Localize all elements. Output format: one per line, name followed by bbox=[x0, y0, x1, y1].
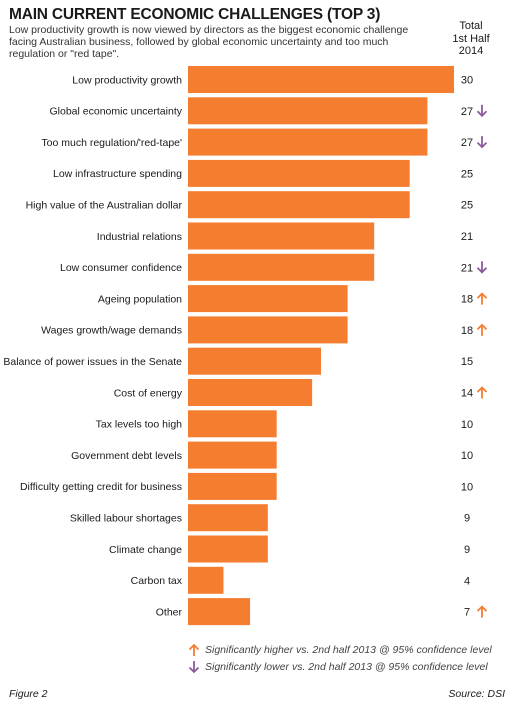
category-label: Cost of energy bbox=[114, 387, 183, 399]
bar bbox=[188, 159, 410, 187]
category-label: Ageing population bbox=[98, 293, 182, 305]
bar bbox=[188, 316, 348, 344]
category-label: Industrial relations bbox=[97, 231, 182, 243]
category-label: Government debt levels bbox=[71, 450, 182, 462]
bar bbox=[188, 535, 268, 563]
up-arrow-icon bbox=[476, 605, 488, 618]
legend: Significantly higher vs. 2nd half 2013 @… bbox=[188, 641, 508, 675]
bar bbox=[188, 222, 375, 250]
category-label: High value of the Australian dollar bbox=[26, 200, 183, 212]
bar bbox=[188, 598, 251, 626]
value-label: 18 bbox=[461, 325, 473, 337]
category-label: Low productivity growth bbox=[72, 74, 182, 86]
value-label: 25 bbox=[461, 200, 473, 212]
value-label: 18 bbox=[461, 294, 473, 306]
value-label: 30 bbox=[461, 75, 473, 87]
bar bbox=[188, 347, 321, 375]
value-label: 9 bbox=[464, 544, 470, 556]
value-label: 10 bbox=[461, 481, 473, 493]
value-label: 21 bbox=[461, 262, 473, 274]
legend-label-higher: Significantly higher vs. 2nd half 2013 @… bbox=[205, 643, 492, 656]
value-label: 15 bbox=[461, 356, 473, 368]
value-label: 10 bbox=[461, 450, 473, 462]
value-label: 27 bbox=[461, 106, 473, 118]
value-label: 21 bbox=[461, 231, 473, 243]
legend-label-lower: Significantly lower vs. 2nd half 2013 @ … bbox=[205, 660, 488, 673]
bar bbox=[188, 441, 277, 469]
category-label: Climate change bbox=[109, 544, 182, 556]
value-label: 9 bbox=[464, 513, 470, 525]
bar bbox=[188, 504, 268, 532]
value-label: 14 bbox=[461, 388, 473, 400]
bar bbox=[188, 472, 277, 500]
chart-title: MAIN CURRENT ECONOMIC CHALLENGES (TOP 3) bbox=[9, 6, 381, 23]
category-label: Carbon tax bbox=[131, 575, 183, 587]
value-label: 25 bbox=[461, 168, 473, 180]
bar bbox=[188, 379, 313, 406]
category-label: Low infrastructure spending bbox=[53, 168, 182, 180]
bar bbox=[188, 128, 428, 156]
figure-label: Figure 2 bbox=[9, 688, 48, 700]
value-label: 4 bbox=[464, 575, 470, 587]
category-label: Low consumer confidence bbox=[60, 262, 182, 274]
legend-item-lower: Significantly lower vs. 2nd half 2013 @ … bbox=[188, 658, 508, 675]
down-arrow-icon bbox=[188, 660, 200, 673]
bar bbox=[188, 97, 428, 125]
category-label: Other bbox=[156, 606, 183, 618]
bar bbox=[188, 191, 410, 219]
down-arrow-icon bbox=[476, 136, 488, 149]
bar-chart: Low productivity growth 30 Global economic… bbox=[3, 66, 488, 626]
category-label: Tax levels too high bbox=[96, 419, 183, 431]
value-label: 7 bbox=[464, 607, 470, 619]
down-arrow-icon bbox=[476, 104, 488, 118]
up-arrow-icon bbox=[476, 292, 488, 305]
category-label: Wages growth/wage demands bbox=[41, 325, 182, 337]
column-header-line-2: 1st Half bbox=[452, 32, 490, 45]
category-label: Skilled labour shortages bbox=[70, 513, 182, 525]
bar bbox=[188, 285, 348, 313]
chart-subtitle: Low productivity growth is now viewed by… bbox=[9, 24, 409, 60]
up-arrow-icon bbox=[188, 643, 200, 656]
bar bbox=[188, 66, 454, 93]
category-label: Balance of power issues in the Senate bbox=[3, 356, 182, 368]
source-label: Source: DSI bbox=[448, 688, 505, 700]
legend-item-higher: Significantly higher vs. 2nd half 2013 @… bbox=[188, 641, 508, 658]
bar bbox=[188, 410, 277, 438]
bar bbox=[188, 253, 375, 281]
category-label: Difficulty getting credit for business bbox=[20, 481, 182, 493]
down-arrow-icon bbox=[476, 261, 488, 274]
column-header-line-3: 2014 bbox=[458, 45, 484, 57]
category-label: Global economic uncertainty bbox=[50, 106, 183, 118]
value-column-header: Total 1st Half 2014 bbox=[448, 20, 494, 58]
bar bbox=[188, 566, 224, 594]
value-label: 10 bbox=[461, 419, 473, 431]
up-arrow-icon bbox=[476, 323, 488, 336]
column-header-line-1: Total bbox=[459, 20, 483, 32]
up-arrow-icon bbox=[476, 386, 488, 399]
value-label: 27 bbox=[461, 137, 473, 149]
category-label: Too much regulation/'red-tape' bbox=[41, 137, 182, 149]
